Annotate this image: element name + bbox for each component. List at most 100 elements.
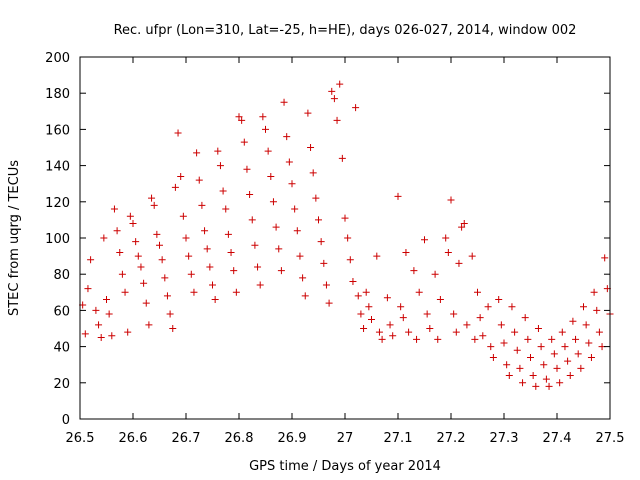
data-point (315, 216, 322, 224)
data-point (182, 234, 190, 242)
data-point (145, 321, 153, 329)
data-point (153, 230, 161, 238)
y-tick-label: 20 (53, 377, 70, 392)
data-point (394, 192, 402, 200)
x-tick-label: 26.6 (119, 431, 148, 446)
data-point (357, 310, 365, 318)
x-axis-ticks: 26.5 26.6 26.7 26.8 26.9 27 27.1 27.2 27.3 27.4 27… (66, 57, 625, 446)
data-point (150, 201, 158, 209)
data-point (458, 223, 466, 231)
data-point (542, 375, 550, 383)
data-point (264, 147, 272, 155)
data-point (214, 147, 222, 155)
data-point (362, 288, 370, 296)
y-axis-label: STEC from uqrg / TECUs (7, 160, 22, 316)
data-point (426, 325, 434, 332)
data-point (564, 357, 572, 365)
data-point (511, 328, 519, 336)
data-point (383, 294, 391, 302)
data-point (179, 212, 187, 220)
data-point (585, 339, 593, 347)
data-point (577, 364, 585, 372)
data-point (365, 303, 373, 311)
data-point (190, 288, 198, 296)
data-point (489, 353, 497, 361)
data-point (232, 288, 240, 296)
data-point (235, 113, 243, 121)
x-tick-label: 27.5 (596, 431, 625, 446)
data-point (503, 361, 511, 369)
x-tick-label: 26.8 (225, 431, 254, 446)
data-point (320, 259, 328, 267)
data-point (158, 256, 166, 264)
data-point (206, 263, 214, 271)
data-point (534, 325, 542, 332)
data-point (574, 350, 582, 358)
data-point (373, 252, 381, 260)
data-point (256, 281, 264, 289)
data-point (124, 328, 132, 336)
data-point (529, 372, 537, 380)
data-point (211, 296, 219, 304)
x-tick-label: 27.4 (543, 431, 572, 446)
data-point (495, 296, 503, 304)
data-point (108, 332, 116, 340)
data-point (113, 227, 121, 235)
data-point (436, 296, 444, 304)
y-tick-label: 60 (53, 304, 70, 319)
data-point (267, 172, 275, 180)
data-point (277, 267, 285, 275)
data-point (572, 335, 580, 343)
data-point (312, 194, 320, 202)
data-point (580, 303, 587, 311)
x-tick-label: 26.9 (278, 431, 307, 446)
data-point (140, 279, 148, 287)
data-point (100, 234, 108, 242)
data-point (246, 191, 254, 199)
data-point (193, 149, 201, 157)
data-point (556, 379, 564, 387)
data-point (103, 296, 110, 304)
data-point (185, 252, 193, 260)
data-point (301, 292, 309, 300)
data-point (272, 223, 280, 231)
data-point (460, 220, 468, 228)
data-point (513, 346, 521, 354)
data-point (240, 138, 248, 146)
data-point (325, 299, 333, 307)
data-point (243, 165, 251, 173)
data-point (171, 183, 179, 191)
data-point (524, 335, 532, 343)
data-point (174, 129, 182, 137)
chart-title: Rec. ufpr (Lon=310, Lat=-25, h=HE), days… (114, 23, 577, 38)
data-point (413, 335, 421, 343)
x-tick-label: 26.7 (172, 431, 201, 446)
x-tick-label: 27.3 (490, 431, 519, 446)
data-point (105, 310, 113, 318)
data-point (540, 361, 548, 369)
data-point (601, 254, 609, 262)
data-point (224, 230, 232, 238)
data-point (198, 201, 206, 209)
data-point (177, 172, 185, 180)
x-tick-label: 27.1 (384, 431, 413, 446)
data-point (328, 87, 336, 95)
data-point (285, 158, 293, 166)
data-point (254, 263, 262, 271)
data-point (169, 325, 177, 332)
data-point (84, 285, 92, 293)
data-point (397, 303, 405, 311)
data-point (519, 379, 527, 387)
data-point (87, 256, 95, 264)
data-point (590, 288, 598, 296)
data-point (527, 353, 534, 361)
data-point (129, 220, 137, 228)
data-point (463, 321, 471, 329)
data-point (333, 116, 341, 124)
data-point (346, 256, 354, 264)
data-point (262, 125, 269, 133)
data-point (161, 274, 169, 282)
data-point (561, 343, 569, 351)
x-tick-label: 26.5 (66, 431, 95, 446)
